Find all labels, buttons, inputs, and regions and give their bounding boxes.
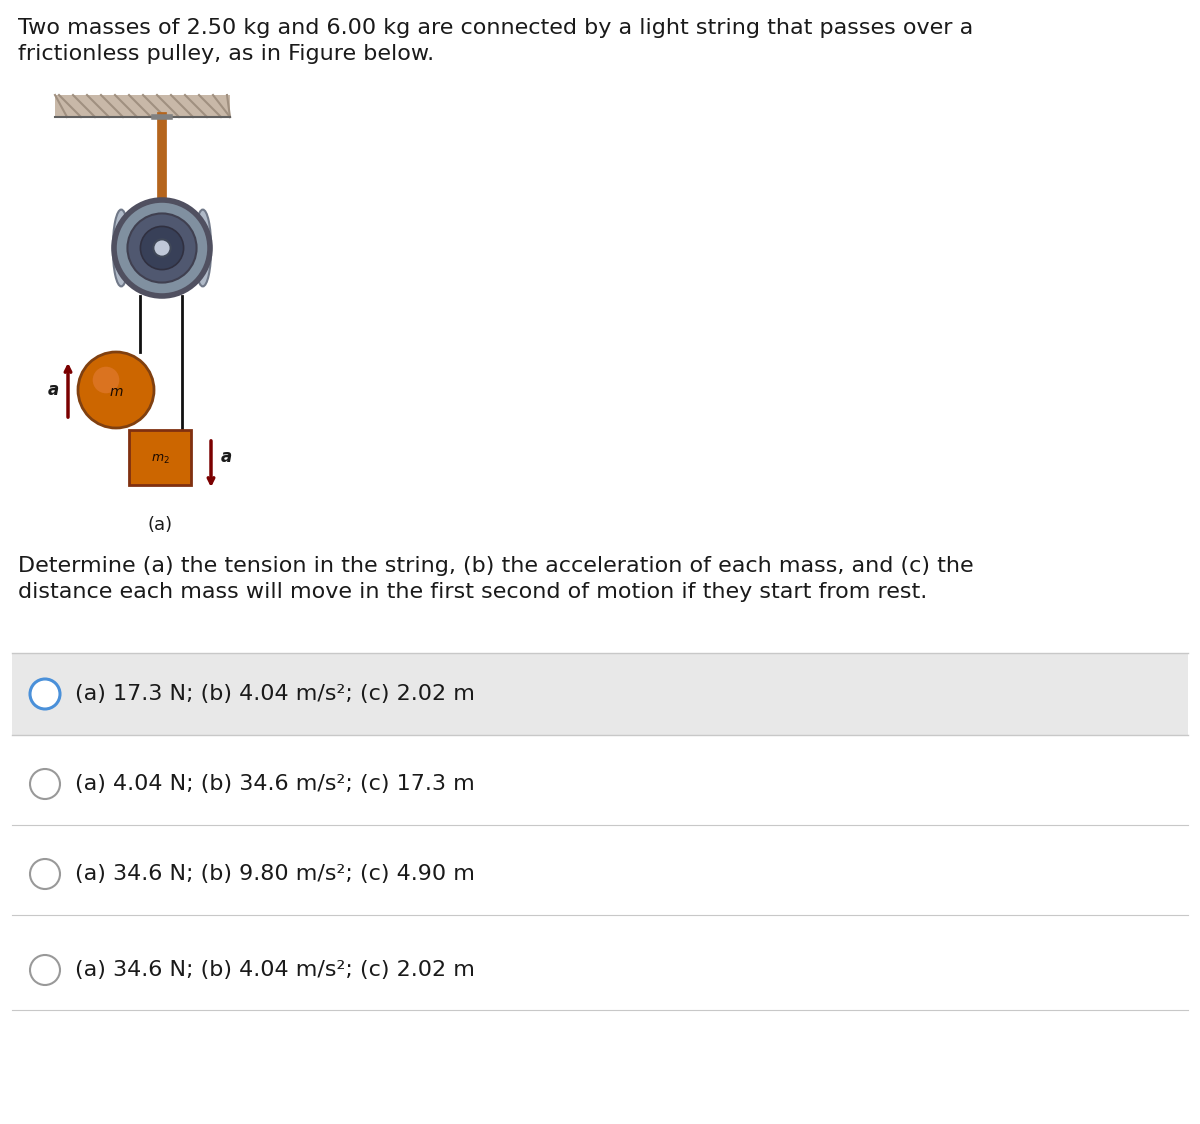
- Text: (a) 4.04 N; (b) 34.6 m/s²; (c) 17.3 m: (a) 4.04 N; (b) 34.6 m/s²; (c) 17.3 m: [74, 774, 475, 794]
- Text: a: a: [221, 448, 232, 466]
- Text: (a) 17.3 N; (b) 4.04 m/s²; (c) 2.02 m: (a) 17.3 N; (b) 4.04 m/s²; (c) 2.02 m: [74, 685, 475, 704]
- Text: (a): (a): [148, 516, 173, 534]
- Ellipse shape: [113, 209, 130, 287]
- Circle shape: [30, 859, 60, 889]
- Circle shape: [127, 214, 197, 282]
- Circle shape: [78, 352, 154, 428]
- Text: (a) 34.6 N; (b) 9.80 m/s²; (c) 4.90 m: (a) 34.6 N; (b) 9.80 m/s²; (c) 4.90 m: [74, 864, 475, 883]
- Text: Determine (a) the tension in the string, (b) the acceleration of each mass, and : Determine (a) the tension in the string,…: [18, 556, 973, 602]
- Text: (a) 34.6 N; (b) 4.04 m/s²; (c) 2.02 m: (a) 34.6 N; (b) 4.04 m/s²; (c) 2.02 m: [74, 960, 475, 980]
- Circle shape: [114, 200, 210, 296]
- Circle shape: [30, 955, 60, 985]
- Ellipse shape: [194, 209, 211, 287]
- Circle shape: [30, 679, 60, 709]
- Bar: [130, 430, 191, 484]
- Text: a: a: [47, 381, 59, 399]
- Text: $m_2$: $m_2$: [151, 453, 169, 465]
- Bar: [55, 96, 230, 117]
- Text: Two masses of 2.50 kg and 6.00 kg are connected by a light string that passes ov: Two masses of 2.50 kg and 6.00 kg are co…: [18, 18, 973, 64]
- Circle shape: [30, 769, 60, 799]
- Text: $m$: $m$: [109, 386, 124, 399]
- Bar: [12, 653, 1188, 735]
- Circle shape: [140, 226, 184, 270]
- Circle shape: [92, 366, 119, 393]
- Circle shape: [154, 239, 170, 256]
